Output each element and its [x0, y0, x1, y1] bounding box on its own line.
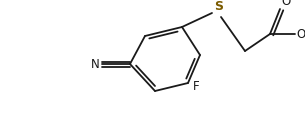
Text: F: F	[193, 80, 200, 93]
Text: S: S	[214, 0, 223, 13]
Text: N: N	[91, 58, 100, 71]
Text: O: O	[281, 0, 290, 8]
Text: OH: OH	[296, 28, 305, 41]
